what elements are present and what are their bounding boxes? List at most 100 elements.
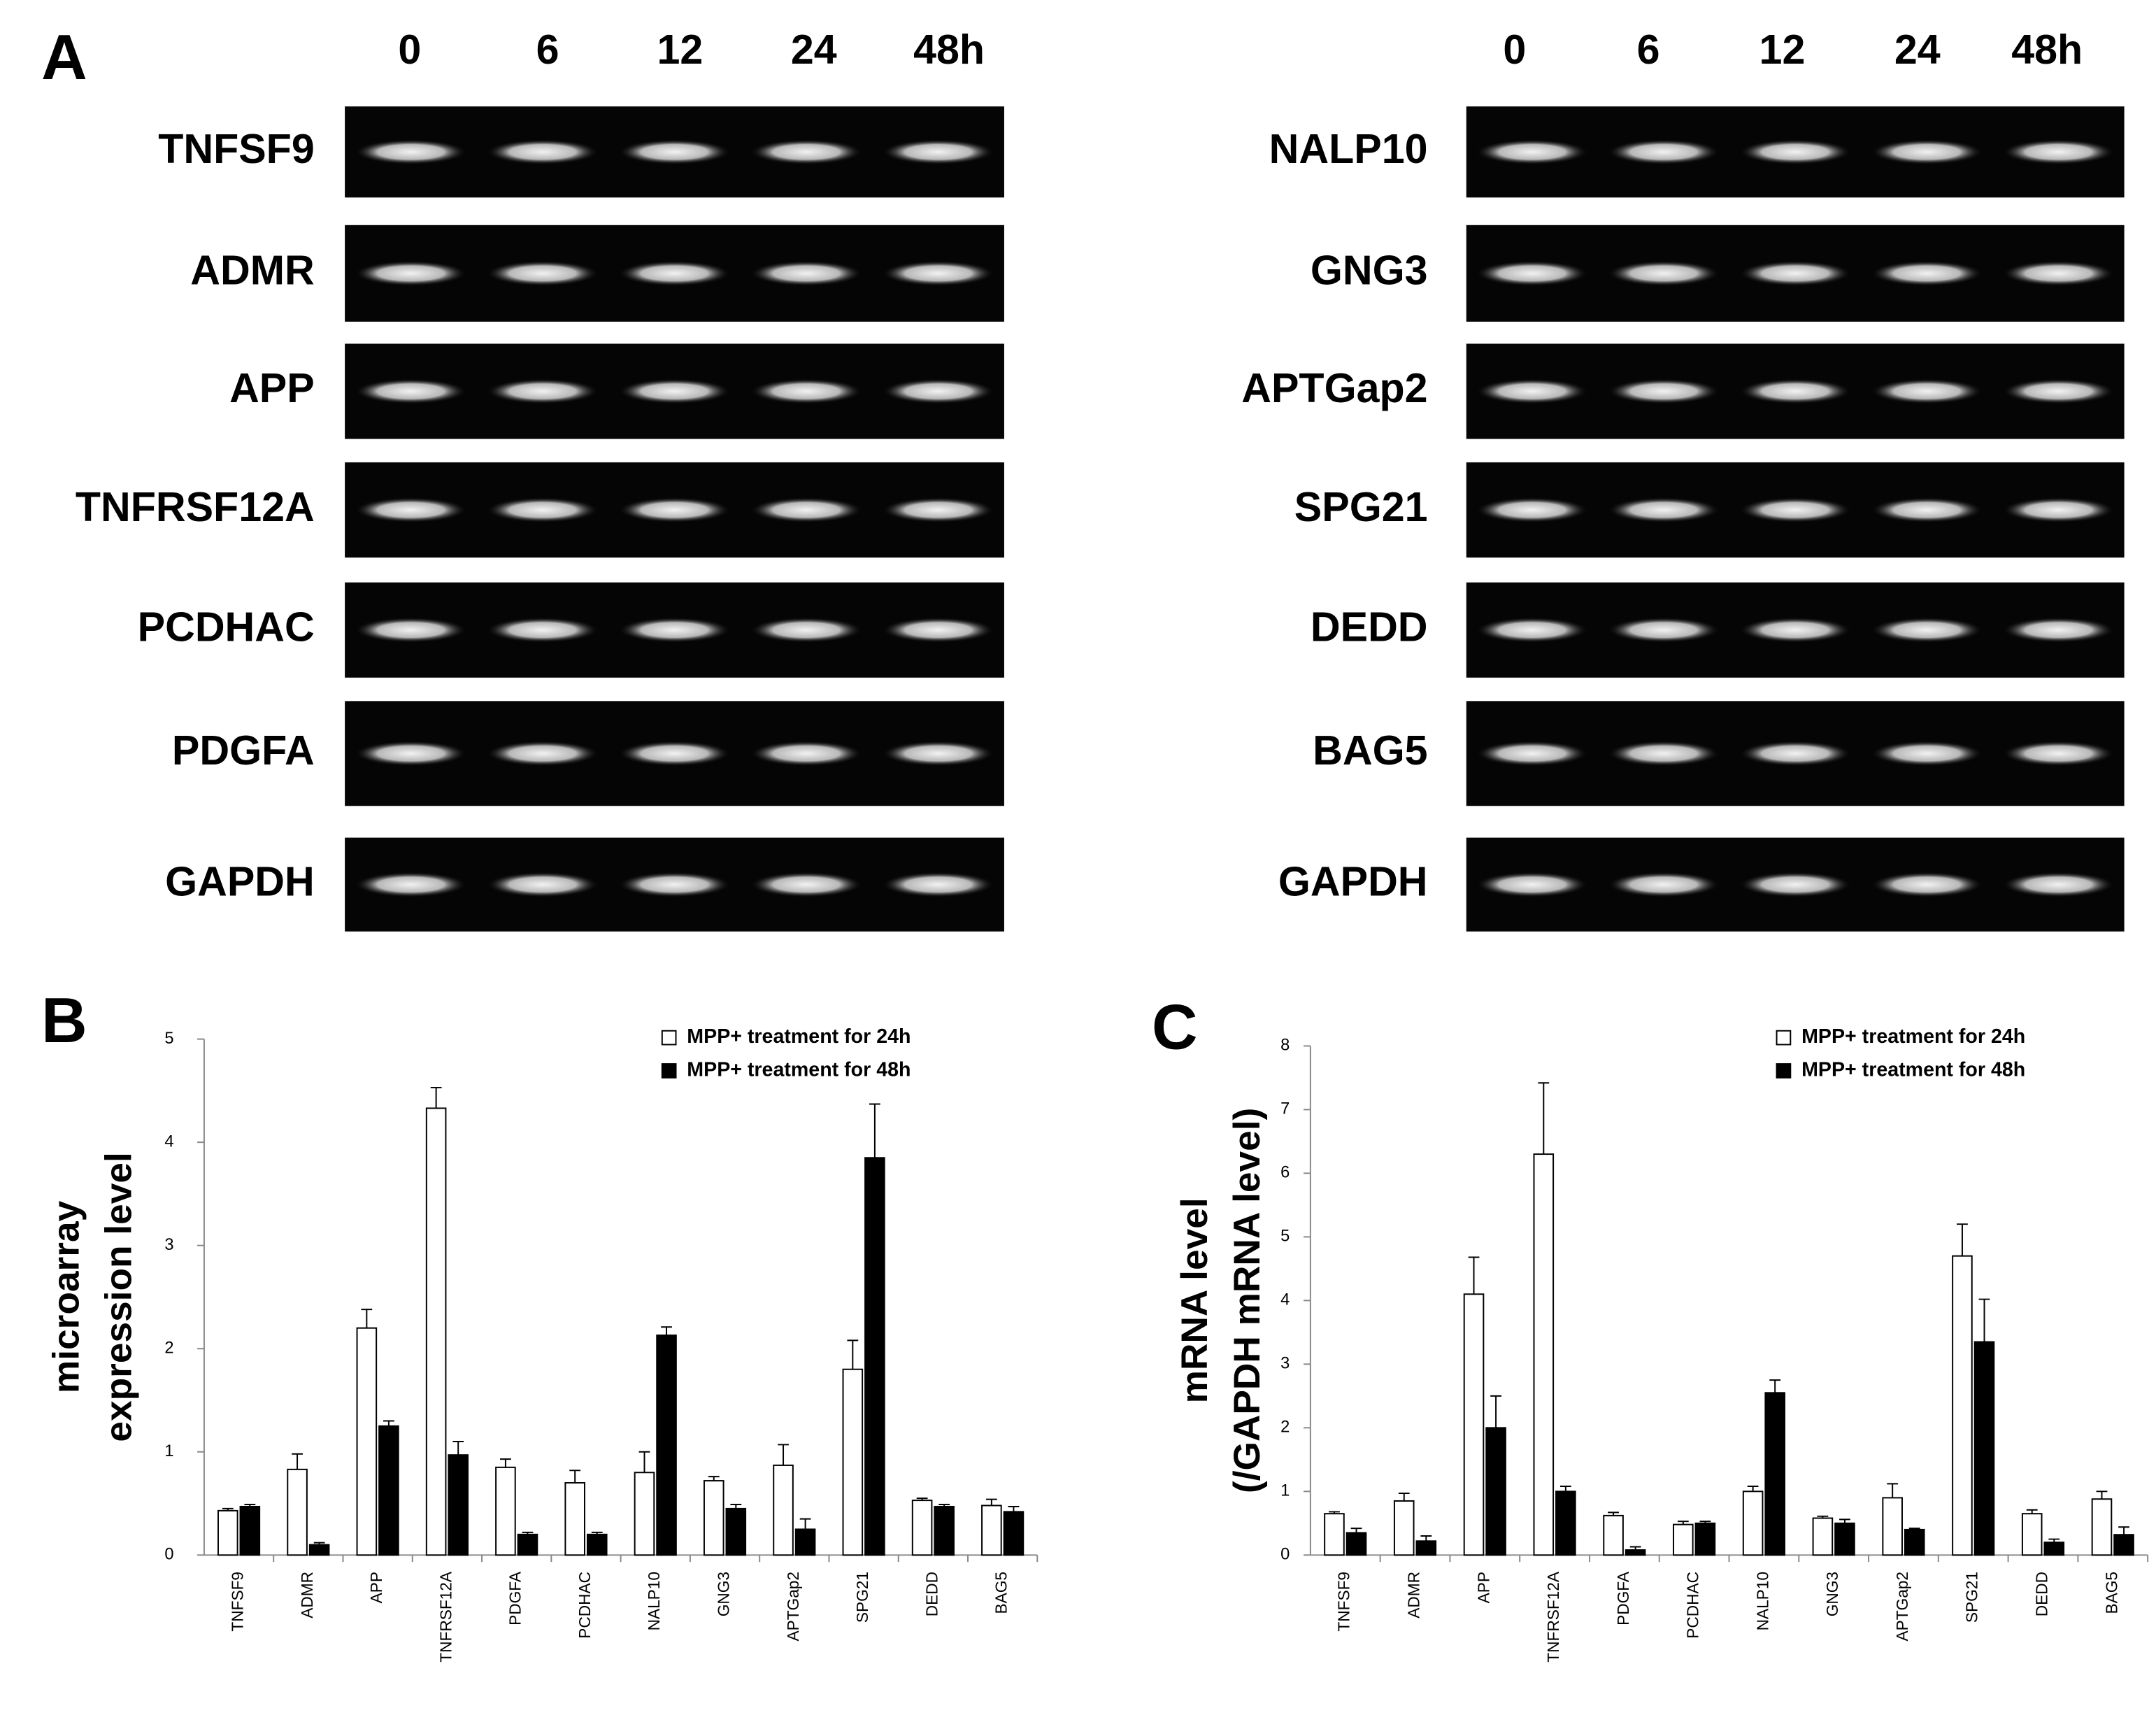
gene-label: ADMR — [190, 246, 314, 293]
error-bar — [1468, 1256, 1480, 1295]
gel-band — [2003, 871, 2114, 897]
gel-band — [619, 261, 730, 286]
bar — [1764, 1392, 1785, 1556]
gene-label: PCDHAC — [138, 603, 315, 650]
gel-band — [883, 497, 994, 522]
x-tick-label: PDGFA — [1614, 1571, 1632, 1625]
error-bar — [500, 1458, 511, 1467]
bar — [1555, 1490, 1576, 1556]
gene-label: DEDD — [1311, 603, 1428, 650]
gel-band — [750, 378, 862, 404]
gel-band — [1476, 871, 1587, 897]
y-tick-label: 2 — [1280, 1418, 1290, 1437]
bar — [1003, 1511, 1025, 1556]
bar — [1463, 1293, 1485, 1556]
bar — [2113, 1534, 2134, 1556]
gel-band — [750, 871, 862, 897]
error-bar — [1699, 1521, 1711, 1523]
panel-label: B — [41, 986, 87, 1056]
gel-band — [1871, 497, 1983, 522]
error-bar — [1978, 1298, 1990, 1342]
gene-label: GNG3 — [1311, 246, 1428, 293]
lane-label: 6 — [536, 26, 559, 73]
bar — [425, 1107, 447, 1556]
gel-band — [1740, 617, 1851, 643]
lane-label: 48h — [2011, 26, 2083, 73]
lane-label: 12 — [657, 26, 704, 73]
error-bar — [1398, 1493, 1410, 1501]
bar — [656, 1335, 677, 1556]
y-axis-title: mRNA level — [1174, 1197, 1215, 1403]
y-tick-label: 0 — [1280, 1546, 1290, 1564]
error-bar — [799, 1518, 811, 1530]
gel-band — [1476, 497, 1587, 522]
gel-band — [1608, 617, 1720, 643]
gel-band — [2003, 261, 2114, 286]
gel-band — [355, 261, 466, 286]
legend-swatch — [661, 1030, 677, 1046]
y-tick-label: 8 — [1280, 1037, 1290, 1055]
x-tick-label: SPG21 — [1963, 1572, 1981, 1623]
gel-band — [750, 497, 862, 522]
gel-band — [1740, 871, 1851, 897]
error-bar — [430, 1086, 442, 1109]
bar — [1882, 1497, 1903, 1556]
x-tick-label: APTGap2 — [1893, 1572, 1911, 1642]
y-tick-label: 3 — [164, 1236, 173, 1254]
gene-label: NALP10 — [1269, 125, 1428, 172]
gel-band — [1476, 617, 1587, 643]
error-bar — [778, 1444, 789, 1465]
legend-label: MPP+ treatment for 24h — [687, 1025, 911, 1048]
error-bar — [638, 1451, 650, 1473]
error-bar — [452, 1441, 464, 1456]
error-bar — [2096, 1490, 2108, 1500]
y-tick-label: 1 — [1280, 1482, 1290, 1500]
error-bar — [847, 1339, 859, 1369]
gel-band — [487, 617, 599, 643]
error-bar — [1420, 1535, 1432, 1542]
error-bar — [292, 1453, 303, 1470]
gel-band — [355, 871, 466, 897]
bar — [517, 1533, 538, 1556]
error-bar — [1538, 1082, 1550, 1155]
lane-label: 6 — [1637, 26, 1660, 73]
x-tick-label: APP — [367, 1572, 385, 1603]
bar — [1485, 1427, 1506, 1556]
error-bar — [938, 1504, 950, 1507]
gel-band — [355, 378, 466, 404]
x-tick-label: BAG5 — [992, 1572, 1011, 1614]
bar — [1812, 1517, 1834, 1556]
gel-band — [1608, 497, 1720, 522]
bar — [1415, 1540, 1437, 1556]
gel-band — [619, 617, 730, 643]
gene-label: GAPDH — [1278, 858, 1428, 904]
bar — [2091, 1498, 2113, 1556]
x-tick-label: TNFRSF12A — [436, 1571, 455, 1663]
gene-label: APP — [229, 364, 315, 411]
gel-band — [883, 617, 994, 643]
bar — [1345, 1532, 1367, 1556]
gel-band — [1608, 378, 1720, 404]
bar — [864, 1157, 885, 1556]
x-tick-label: PCDHAC — [576, 1572, 594, 1639]
gel-band — [2003, 617, 2114, 643]
error-bar — [361, 1309, 373, 1328]
error-bar — [569, 1470, 581, 1484]
gel-band — [1871, 871, 1983, 897]
error-bar — [1887, 1483, 1899, 1498]
x-tick-label: BAG5 — [2102, 1572, 2120, 1614]
bar — [1603, 1514, 1624, 1556]
gel-band — [2003, 497, 2114, 522]
bar — [564, 1482, 585, 1556]
gel-band — [750, 139, 862, 165]
error-bar — [1350, 1528, 1362, 1533]
gel-band — [619, 497, 730, 522]
bar — [725, 1507, 747, 1556]
x-tick-label: NALP10 — [1753, 1572, 1771, 1630]
x-tick-label: GNG3 — [715, 1572, 733, 1616]
legend-swatch — [661, 1063, 677, 1079]
bar — [1973, 1341, 1995, 1556]
x-tick-label: PCDHAC — [1684, 1572, 1702, 1639]
gel-band — [487, 871, 599, 897]
